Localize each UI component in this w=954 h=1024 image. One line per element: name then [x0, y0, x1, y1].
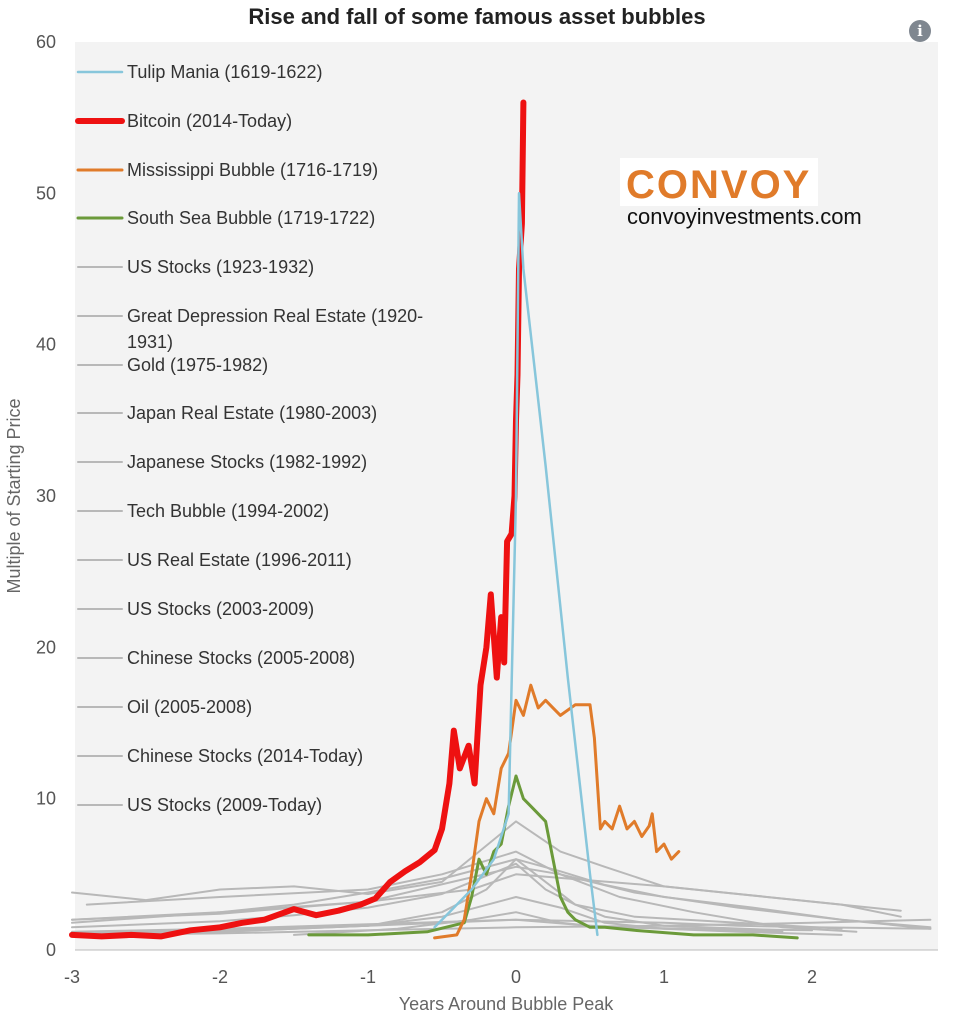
y-tick-label: 50 — [36, 183, 56, 203]
legend-entry: US Stocks (2003-2009) — [127, 599, 314, 619]
x-tick-label: -2 — [212, 967, 228, 987]
y-tick-label: 60 — [36, 32, 56, 52]
legend-entry: US Stocks (1923-1932) — [127, 257, 314, 277]
legend-entry: Great Depression Real Estate (1920- 1931) — [127, 306, 423, 352]
brand-box — [620, 158, 818, 206]
legend-entry: Chinese Stocks (2005-2008) — [127, 648, 355, 668]
x-tick-label: -1 — [360, 967, 376, 987]
legend-entry: Chinese Stocks (2014-Today) — [127, 746, 363, 766]
x-axis-label: Years Around Bubble Peak — [399, 994, 614, 1014]
y-tick-label: 0 — [46, 940, 56, 960]
series-line — [307, 774, 799, 940]
axes: 0 10 20 30 40 50 60 -3 -2 -1 0 1 2 — [36, 32, 938, 987]
legend-entry: Bitcoin (2014-Today) — [127, 111, 292, 131]
legend-entry: Tulip Mania (1619-1622) — [127, 62, 322, 82]
legend-entry: Japan Real Estate (1980-2003) — [127, 403, 377, 423]
legend-entry-line: 1931) — [127, 332, 173, 352]
info-icon[interactable]: i — [909, 20, 931, 42]
y-axis-label: Multiple of Starting Price — [4, 398, 24, 593]
brand-block: CONVOY convoyinvestments.com — [620, 158, 862, 229]
series-line — [71, 918, 932, 936]
series-line — [71, 858, 932, 930]
brand-url: convoyinvestments.com — [627, 204, 862, 229]
series-line — [69, 99, 527, 940]
chart-title: Rise and fall of some famous asset bubbl… — [248, 4, 706, 29]
series-line — [85, 850, 858, 933]
series-line — [433, 683, 681, 940]
legend-entry: Mississippi Bubble (1716-1719) — [127, 160, 378, 180]
legend-entry: Japanese Stocks (1982-1992) — [127, 452, 367, 472]
legend-entry: US Stocks (2009-Today) — [127, 795, 322, 815]
brand-name: CONVOY — [626, 163, 811, 207]
y-tick-label: 20 — [36, 637, 56, 657]
x-tick-label: 2 — [807, 967, 817, 987]
series-line — [71, 918, 843, 936]
series-line — [433, 192, 599, 937]
series-lines — [69, 99, 932, 940]
legend-entry: Oil (2005-2008) — [127, 697, 252, 717]
y-tick-label: 10 — [36, 789, 56, 809]
x-tick-label: 1 — [659, 967, 669, 987]
legend-entry: US Real Estate (1996-2011) — [127, 550, 352, 570]
x-tick-label: 0 — [511, 967, 521, 987]
series-line — [71, 820, 902, 918]
legend-entry: Gold (1975-1982) — [127, 355, 268, 375]
y-tick-label: 30 — [36, 486, 56, 506]
x-tick-label: -3 — [64, 967, 80, 987]
legend: Tulip Mania (1619-1622) Bitcoin (2014-Tod… — [75, 62, 423, 815]
legend-entry-line: Great Depression Real Estate (1920- — [127, 306, 423, 326]
y-tick-label: 40 — [36, 335, 56, 355]
legend-entry: Tech Bubble (1994-2002) — [127, 501, 329, 521]
legend-entry: South Sea Bubble (1719-1722) — [127, 208, 375, 228]
